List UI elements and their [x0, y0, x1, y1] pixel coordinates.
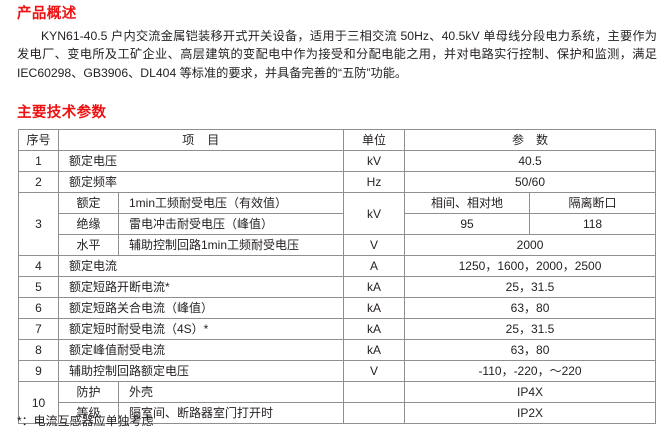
- row-no: 9: [18, 360, 59, 382]
- row-item: 辅助控制回路额定电压: [57, 360, 345, 382]
- row-no: 10: [18, 381, 59, 424]
- row-value: 50/60: [404, 171, 657, 193]
- table-row: 2 额定频率 Hz 50/60: [18, 171, 657, 193]
- value-isolation-powerfreq: 118: [529, 213, 657, 235]
- header-value: 参 数: [404, 129, 657, 151]
- header-item: 项 目: [57, 129, 345, 151]
- row-unit: V: [343, 360, 406, 382]
- row-item: 雷电冲击耐受电压（峰值）: [117, 213, 345, 235]
- row-item: 额定短路开断电流*: [57, 276, 345, 298]
- row-item: 额定频率: [57, 171, 345, 193]
- spec-table-container: 序号 项 目 单位 参 数 1 额定电压 kV 40.5 2 额定频率 Hz: [18, 129, 657, 424]
- table-row: 7 额定短时耐受电流（4S）* kA 25，31.5: [18, 318, 657, 340]
- row-value: 25，31.5: [404, 276, 657, 298]
- insulation-group-label-line1: 额定: [58, 192, 119, 214]
- header-unit: 单位: [343, 129, 406, 151]
- row-unit: V: [343, 234, 406, 256]
- row-no: 5: [18, 276, 59, 298]
- overview-heading: 产品概述: [17, 6, 77, 22]
- row-value: IP4X: [404, 381, 657, 403]
- table-row-insulation-b: 绝缘 雷电冲击耐受电压（峰值） 95 118: [19, 213, 657, 235]
- row-item: 额定峰值耐受电流: [57, 339, 345, 361]
- table-row: 4 额定电流 A 1250，1600，2000，2500: [18, 255, 657, 277]
- row-unit: A: [343, 255, 406, 277]
- row-item: 1min工频耐受电压（有效值）: [117, 192, 345, 214]
- value-aux-control-withstand: 2000: [404, 234, 657, 256]
- row-item: 额定短路关合电流（峰值）: [57, 297, 345, 319]
- row-no: 7: [18, 318, 59, 340]
- row-value: 40.5: [404, 150, 657, 172]
- insulation-subheader-isolation: 隔离断口: [529, 192, 657, 214]
- row-no: 8: [18, 339, 59, 361]
- table-row-insulation-a: 3 额定 1min工频耐受电压（有效值） kV 相间、相对地 隔离断口: [18, 192, 657, 256]
- row-unit: kA: [343, 339, 406, 361]
- row-no: 4: [18, 255, 59, 277]
- table-row-protection-a: 10 防护 外壳 IP4X: [18, 381, 657, 424]
- row-no: 2: [18, 171, 59, 193]
- header-no: 序号: [18, 129, 59, 151]
- row-value: 63，80: [404, 339, 657, 361]
- row-unit: kV: [343, 150, 406, 172]
- table-row: 6 额定短路关合电流（峰值） kA 63，80: [18, 297, 657, 319]
- row-unit: kA: [343, 297, 406, 319]
- row-unit: [343, 381, 406, 403]
- technical-parameters-table: 序号 项 目 单位 参 数 1 额定电压 kV 40.5 2 额定频率 Hz: [18, 129, 657, 424]
- row-no: 6: [18, 297, 59, 319]
- insulation-group-label-line2: 绝缘: [58, 213, 119, 235]
- row-unit: kA: [343, 276, 406, 298]
- row-item: 额定电压: [57, 150, 345, 172]
- table-row-insulation-c: 水平 辅助控制回路1min工频耐受电压 V 2000: [19, 234, 657, 256]
- overview-paragraph: KYN61-40.5 户内交流金属铠装移开式开关设备，适用于三相交流 50Hz、…: [17, 29, 657, 80]
- row-value: 25，31.5: [404, 318, 657, 340]
- table-row: 9 辅助控制回路额定电压 V -110，-220，～220: [18, 360, 657, 382]
- row-no: 3: [18, 192, 59, 256]
- row-item: 额定短时耐受电流（4S）*: [57, 318, 345, 340]
- table-header-row: 序号 项 目 单位 参 数: [18, 129, 657, 151]
- row-no: 1: [18, 150, 59, 172]
- row-unit: kV: [343, 192, 406, 235]
- insulation-group-label-line3: 水平: [58, 234, 119, 256]
- table-row: 8 额定峰值耐受电流 kA 63，80: [18, 339, 657, 361]
- protection-group-label-line1: 防护: [58, 381, 119, 403]
- table-row-protection-b: 等级 隔室间、断路器室门打开时 IP2X: [19, 402, 657, 424]
- row-unit: [343, 402, 406, 424]
- row-item: 隔室间、断路器室门打开时: [117, 402, 345, 424]
- row-item: 外壳: [117, 381, 345, 403]
- row-item: 辅助控制回路1min工频耐受电压: [117, 234, 345, 256]
- row-value: 63，80: [404, 297, 657, 319]
- row-value: 1250，1600，2000，2500: [404, 255, 657, 277]
- protection-group-label-line2: 等级: [58, 402, 119, 424]
- parameters-heading: 主要技术参数: [17, 105, 107, 121]
- insulation-subheader-phase: 相间、相对地: [404, 192, 531, 214]
- row-value: IP2X: [404, 402, 657, 424]
- table-row: 5 额定短路开断电流* kA 25，31.5: [18, 276, 657, 298]
- row-item: 额定电流: [57, 255, 345, 277]
- table-footnote: *：电流互感器应单独考虑: [17, 414, 154, 428]
- row-unit: kA: [343, 318, 406, 340]
- row-value: -110，-220，～220: [404, 360, 657, 382]
- value-phase-powerfreq: 95: [404, 213, 531, 235]
- table-row: 1 额定电压 kV 40.5: [18, 150, 657, 172]
- row-unit: Hz: [343, 171, 406, 193]
